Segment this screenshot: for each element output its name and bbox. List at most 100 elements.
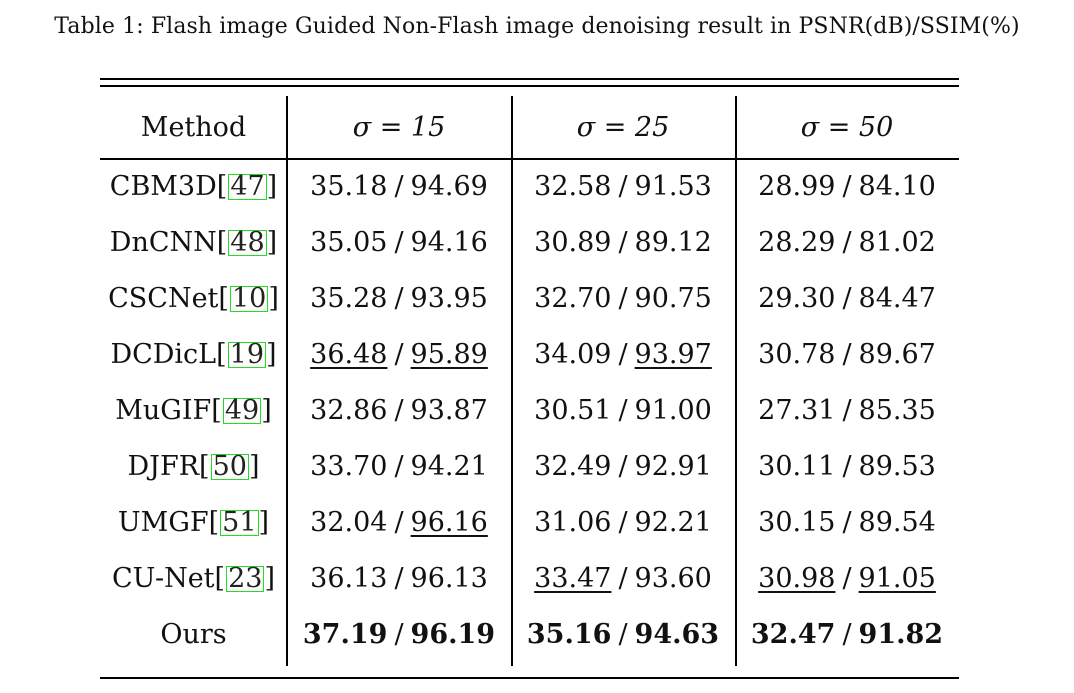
citation-link[interactable]: 49: [222, 394, 262, 426]
separator: /: [618, 562, 628, 594]
psnr-value: 29.30: [758, 282, 836, 314]
method-cell: CSCNet[10]: [108, 282, 279, 314]
header-rule: [100, 158, 959, 160]
psnr-value: 30.11: [758, 450, 836, 482]
header-sigma-25: σ = 25: [511, 96, 735, 158]
table-row: DJFR[50] 33.70/94.21 32.49/92.91 30.11/8…: [100, 438, 959, 494]
psnr-value-best: 32.47: [750, 618, 836, 650]
psnr-value: 32.70: [534, 282, 612, 314]
citation-link[interactable]: 19: [227, 338, 266, 370]
column-divider-2: [511, 96, 513, 666]
separator: /: [842, 226, 852, 258]
separator: /: [842, 282, 852, 314]
psnr-value-second-best: 30.98: [758, 562, 836, 594]
header-sigma-15: σ = 15: [287, 96, 511, 158]
value-cell: 36.13/96.13: [287, 550, 511, 606]
psnr-value: 30.51: [534, 394, 612, 426]
ssim-value-second-best: 95.89: [410, 338, 488, 370]
value-cell: 32.86/93.87: [287, 382, 511, 438]
header-sigma-50: σ = 50: [735, 96, 959, 158]
table-row: CU-Net[23] 36.13/96.13 33.47/93.60 30.98…: [100, 550, 959, 606]
separator: /: [394, 562, 404, 594]
ssim-value-best: 91.82: [858, 618, 944, 650]
citation-link[interactable]: 51: [220, 506, 259, 538]
separator: /: [842, 170, 852, 202]
value-cell: 35.05/94.16: [287, 214, 511, 270]
psnr-value: 30.89: [534, 226, 612, 258]
method-cell: MuGIF[49]: [115, 394, 272, 426]
psnr-value: 27.31: [758, 394, 836, 426]
separator: /: [842, 450, 852, 482]
table-row: CBM3D[47] 35.18/94.69 32.58/91.53 28.99/…: [100, 158, 959, 214]
separator: /: [618, 338, 628, 370]
sigma-50-label: σ = 50: [800, 111, 894, 143]
citation-link[interactable]: 10: [229, 282, 269, 314]
header-method: Method: [140, 111, 247, 143]
psnr-value-best: 37.19: [302, 618, 388, 650]
ssim-value: 93.60: [634, 562, 712, 594]
separator: /: [394, 506, 404, 538]
psnr-value: 35.18: [310, 170, 388, 202]
psnr-value: 32.58: [534, 170, 612, 202]
value-cell: 32.04/96.16: [287, 494, 511, 550]
value-cell: 27.31/85.35: [735, 382, 959, 438]
citation-link[interactable]: 23: [226, 562, 265, 594]
ssim-value: 94.16: [410, 226, 488, 258]
column-divider-1: [286, 96, 288, 666]
ssim-value-second-best: 91.05: [858, 562, 936, 594]
psnr-value-second-best: 33.47: [534, 562, 612, 594]
separator: /: [618, 282, 628, 314]
separator: /: [618, 226, 628, 258]
ssim-value: 89.53: [858, 450, 936, 482]
results-table: Method σ = 15 σ = 25 σ = 50 CBM3D[47] 35…: [100, 96, 959, 662]
ssim-value: 90.75: [634, 282, 712, 314]
value-cell: 34.09/93.97: [511, 326, 735, 382]
separator: /: [394, 282, 404, 314]
top-double-rule-2: [100, 85, 959, 87]
ssim-value-second-best: 93.97: [634, 338, 712, 370]
ssim-value: 92.21: [634, 506, 712, 538]
method-name: Ours: [160, 618, 227, 650]
method-cell: CBM3D[47]: [109, 170, 278, 202]
method-cell: DJFR[50]: [127, 450, 260, 482]
value-cell: 35.18/94.69: [287, 158, 511, 214]
separator: /: [394, 338, 404, 370]
value-cell: 29.30/84.47: [735, 270, 959, 326]
value-cell: 35.28/93.95: [287, 270, 511, 326]
separator: /: [842, 506, 852, 538]
method-name: CBM3D: [109, 170, 217, 202]
method-name: CU-Net: [112, 562, 215, 594]
psnr-value: 36.13: [310, 562, 388, 594]
separator: /: [394, 618, 404, 650]
method-cell: CU-Net[23]: [112, 562, 275, 594]
table-row: CSCNet[10] 35.28/93.95 32.70/90.75 29.30…: [100, 270, 959, 326]
table-row-ours: Ours 37.19/96.19 35.16/94.63 32.47/91.82: [100, 606, 959, 662]
value-cell: 32.70/90.75: [511, 270, 735, 326]
separator: /: [618, 618, 628, 650]
value-cell: 30.98/91.05: [735, 550, 959, 606]
value-cell: 30.11/89.53: [735, 438, 959, 494]
ssim-value-best: 94.63: [634, 618, 720, 650]
column-divider-3: [735, 96, 737, 666]
citation-link[interactable]: 50: [210, 450, 249, 482]
method-name: DJFR: [127, 450, 200, 482]
ssim-value: 91.00: [634, 394, 712, 426]
citation-link[interactable]: 48: [228, 226, 267, 258]
separator: /: [618, 170, 628, 202]
citation-link[interactable]: 47: [228, 170, 267, 202]
method-cell: Ours: [100, 606, 287, 662]
method-cell: DnCNN[48]: [109, 226, 278, 258]
ssim-value: 89.12: [634, 226, 712, 258]
ssim-value: 93.95: [410, 282, 488, 314]
ssim-value: 81.02: [858, 226, 936, 258]
separator: /: [842, 338, 852, 370]
value-cell: 37.19/96.19: [287, 606, 511, 662]
psnr-value: 30.78: [758, 338, 836, 370]
ssim-value: 94.69: [410, 170, 488, 202]
psnr-value: 35.28: [310, 282, 388, 314]
table-row: MuGIF[49] 32.86/93.87 30.51/91.00 27.31/…: [100, 382, 959, 438]
value-cell: 36.48/95.89: [287, 326, 511, 382]
separator: /: [842, 562, 852, 594]
value-cell: 30.15/89.54: [735, 494, 959, 550]
top-double-rule-1: [100, 78, 959, 80]
